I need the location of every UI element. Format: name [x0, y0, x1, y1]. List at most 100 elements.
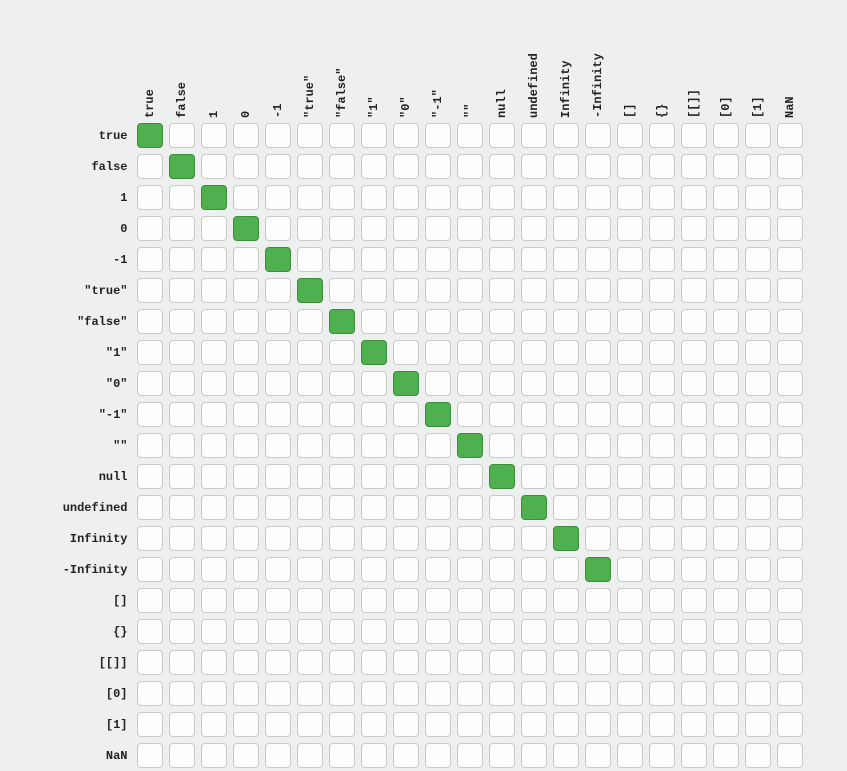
cell-blank: [137, 309, 163, 334]
cell-blank: [233, 340, 259, 365]
matrix-cell: [646, 244, 678, 275]
cell-blank: [329, 650, 355, 675]
cell-blank: [745, 588, 771, 613]
matrix-cell: [614, 275, 646, 306]
cell-blank: [361, 123, 387, 148]
cell-blank: [553, 154, 579, 179]
column-header-label: [0]: [719, 96, 733, 118]
cell-blank: [329, 619, 355, 644]
cell-blank: [169, 650, 195, 675]
column-header: "true": [294, 10, 326, 120]
cell-blank: [617, 619, 643, 644]
column-header-label: {}: [655, 104, 669, 118]
cell-blank: [681, 185, 707, 210]
matrix-cell: [614, 368, 646, 399]
cell-blank: [265, 309, 291, 334]
column-header-label: "-1": [431, 89, 445, 118]
cell-blank: [457, 650, 483, 675]
matrix-cell: [422, 399, 454, 430]
cell-blank: [617, 340, 643, 365]
cell-blank: [745, 371, 771, 396]
matrix-cell: [166, 709, 198, 740]
cell-blank: [617, 743, 643, 768]
matrix-cell: [582, 182, 614, 213]
matrix-cell: [390, 523, 422, 554]
matrix-cell: [710, 430, 742, 461]
cell-blank: [521, 185, 547, 210]
column-header-label: [[]]: [687, 89, 701, 118]
cell-blank: [361, 309, 387, 334]
cell-blank: [425, 278, 451, 303]
column-header: "0": [390, 10, 422, 120]
matrix-cell: [134, 740, 166, 771]
cell-blank: [265, 402, 291, 427]
matrix-cell: [646, 554, 678, 585]
matrix-cell: [390, 213, 422, 244]
cell-blank: [265, 495, 291, 520]
matrix-cell: [262, 492, 294, 523]
cell-blank: [361, 712, 387, 737]
cell-blank: [137, 154, 163, 179]
matrix-cell: [614, 678, 646, 709]
column-header-label: true: [143, 89, 157, 118]
cell-blank: [137, 433, 163, 458]
cell-blank: [585, 216, 611, 241]
row-header: "false": [42, 315, 134, 329]
column-header: [1]: [742, 10, 774, 120]
matrix-cell: [198, 275, 230, 306]
matrix-grid: truefalse10-1"true""false""1""0""-1"""nu…: [42, 10, 806, 771]
cell-blank: [489, 309, 515, 334]
matrix-cell: [230, 461, 262, 492]
cell-blank: [361, 588, 387, 613]
column-header-label: null: [495, 89, 509, 118]
matrix-cell: [454, 461, 486, 492]
matrix-cell: [262, 306, 294, 337]
cell-blank: [777, 402, 803, 427]
matrix-cell: [742, 430, 774, 461]
cell-blank: [297, 495, 323, 520]
cell-blank: [233, 278, 259, 303]
cell-blank: [265, 154, 291, 179]
matrix-cell: [486, 616, 518, 647]
matrix-cell: [262, 213, 294, 244]
matrix-row: "true": [42, 275, 806, 306]
cell-blank: [457, 588, 483, 613]
matrix-cell: [614, 461, 646, 492]
cell-blank: [233, 526, 259, 551]
matrix-cell: [774, 368, 806, 399]
cell-blank: [617, 309, 643, 334]
cell-blank: [649, 743, 675, 768]
row-header: -1: [42, 253, 134, 267]
cell-blank: [777, 557, 803, 582]
matrix-cell: [646, 306, 678, 337]
matrix-cell: [550, 120, 582, 151]
column-header: "false": [326, 10, 358, 120]
matrix-cell: [294, 368, 326, 399]
cell-blank: [169, 247, 195, 272]
cell-blank: [745, 309, 771, 334]
matrix-cell: [518, 709, 550, 740]
cell-blank: [777, 371, 803, 396]
matrix-cell: [646, 368, 678, 399]
cell-blank: [361, 402, 387, 427]
matrix-cell: [582, 740, 614, 771]
cell-blank: [713, 588, 739, 613]
cell-blank: [169, 681, 195, 706]
matrix-cell: [486, 213, 518, 244]
cell-blank: [745, 526, 771, 551]
matrix-cell: [454, 430, 486, 461]
cell-blank: [137, 681, 163, 706]
cell-blank: [777, 650, 803, 675]
matrix-cell: [454, 213, 486, 244]
cell-blank: [713, 123, 739, 148]
cell-blank: [713, 650, 739, 675]
cell-blank: [265, 681, 291, 706]
matrix-cell: [678, 523, 710, 554]
matrix-cell: [774, 120, 806, 151]
matrix-cell: [614, 709, 646, 740]
matrix-cell: [614, 213, 646, 244]
cell-blank: [169, 743, 195, 768]
cell-blank: [489, 402, 515, 427]
cell-blank: [745, 464, 771, 489]
cell-blank: [329, 743, 355, 768]
